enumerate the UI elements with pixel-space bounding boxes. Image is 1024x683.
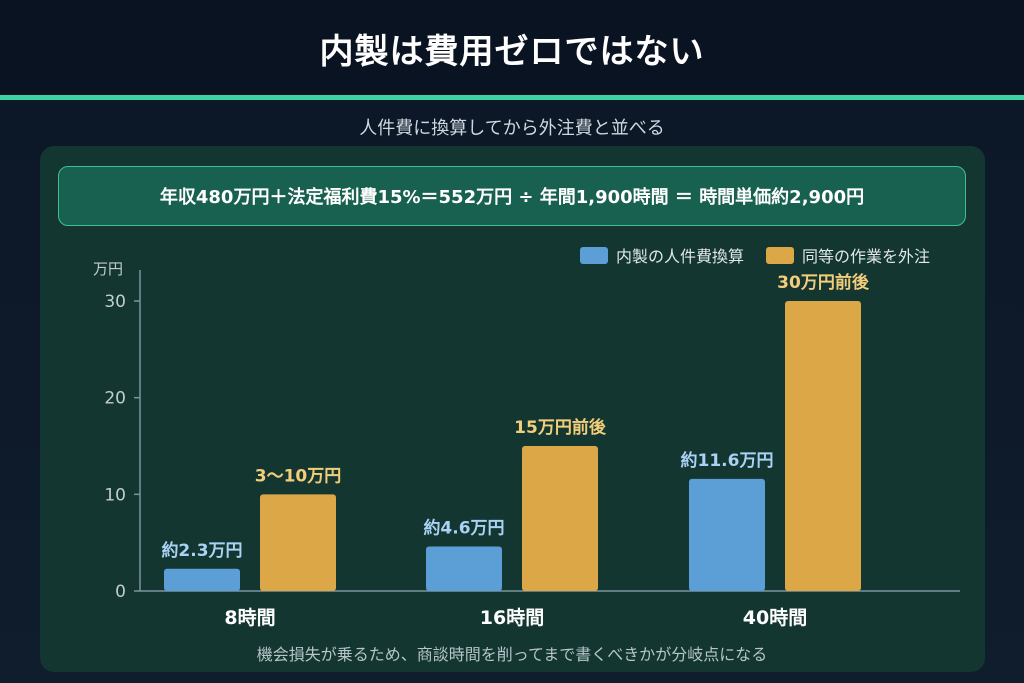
legend-item-outsource: 同等の作業を外注 bbox=[765, 243, 930, 267]
bar-inhouse-1 bbox=[426, 546, 502, 591]
legend-swatch-inhouse bbox=[579, 246, 608, 264]
x-tick-label-0: 8時間 bbox=[224, 607, 275, 629]
y-tick-label-0: 0 bbox=[115, 582, 126, 602]
data-label-outsource-2: 30万円前後 bbox=[777, 272, 870, 293]
y-tick-label-1: 10 bbox=[104, 485, 126, 505]
legend-label-outsource: 同等の作業を外注 bbox=[801, 247, 930, 266]
y-tick-label-2: 20 bbox=[104, 389, 126, 409]
bar-outsource-1 bbox=[522, 446, 598, 591]
bar-outsource-0 bbox=[260, 494, 336, 591]
x-tick-label-2: 40時間 bbox=[743, 607, 807, 629]
title-bar: 内製は費用ゼロではない bbox=[0, 0, 1024, 96]
y-tick-label-3: 30 bbox=[104, 292, 126, 312]
x-tick-label-1: 16時間 bbox=[480, 607, 544, 629]
footnote: 機会損失が乗るため、商談時間を削ってまで書くべきかが分岐点になる bbox=[256, 645, 768, 664]
data-label-inhouse-1: 約4.6万円 bbox=[423, 518, 504, 539]
y-axis-unit-label: 万円 bbox=[93, 260, 123, 278]
data-label-outsource-0: 3〜10万円 bbox=[255, 466, 342, 486]
data-label-inhouse-0: 約2.3万円 bbox=[161, 540, 242, 561]
data-label-outsource-1: 15万円前後 bbox=[514, 417, 607, 438]
data-label-inhouse-2: 約11.6万円 bbox=[681, 450, 774, 471]
legend-item-inhouse: 内製の人件費換算 bbox=[579, 243, 744, 267]
chart-legend: 内製の人件費換算 同等の作業を外注 bbox=[579, 243, 930, 267]
legend-swatch-outsource bbox=[765, 246, 794, 264]
legend-label-inhouse: 内製の人件費換算 bbox=[615, 247, 744, 266]
bar-inhouse-0 bbox=[164, 568, 240, 591]
page-title: 内製は費用ゼロではない bbox=[319, 31, 705, 72]
formula-box: 年収480万円＋法定福利費15%＝552万円 ÷ 年間1,900時間 ＝ 時間単… bbox=[58, 166, 966, 226]
bar-inhouse-2 bbox=[689, 478, 765, 591]
bar-outsource-2 bbox=[785, 301, 861, 591]
page-subtitle: 人件費に換算してから外注費と並べる bbox=[359, 118, 665, 139]
accent-divider bbox=[0, 95, 1024, 100]
